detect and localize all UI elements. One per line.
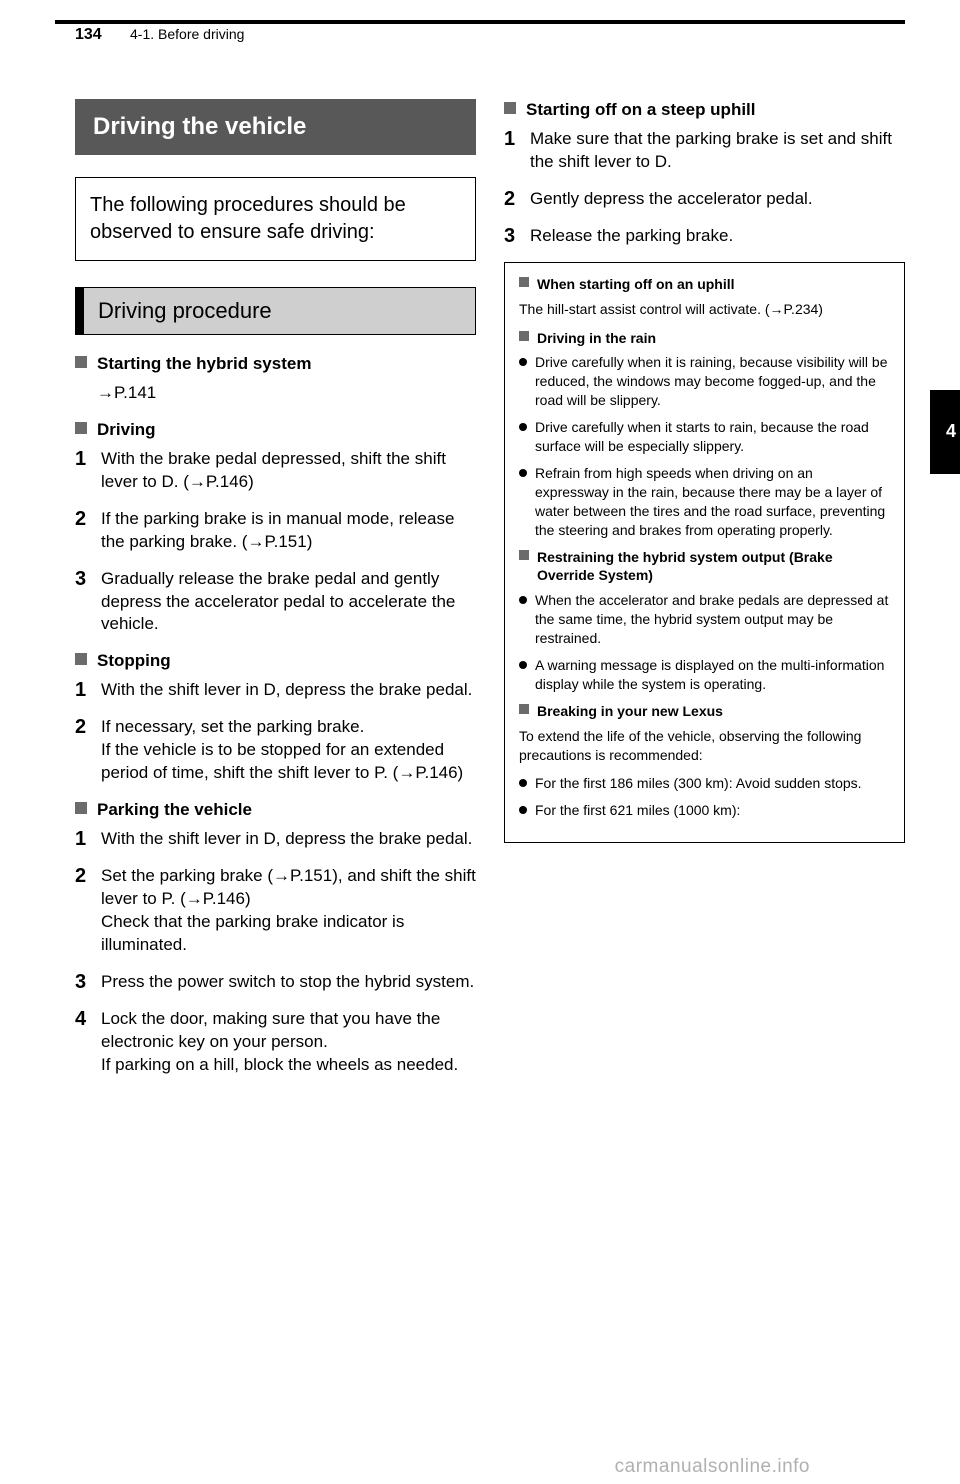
info-para: The hill-start assist control will activ… xyxy=(519,300,890,319)
page-number: 134 xyxy=(75,26,102,44)
info-para: To extend the life of the vehicle, obser… xyxy=(519,727,890,765)
left-column: Driving the vehicle The following proced… xyxy=(75,99,476,1091)
bullet-icon xyxy=(519,596,527,604)
bullet-text: For the first 186 miles (300 km): Avoid … xyxy=(535,774,862,793)
step-text: Set the parking brake (→P.151), and shif… xyxy=(101,865,476,957)
info-heading-restrain: Restraining the hybrid system output (Br… xyxy=(519,548,890,586)
step-drive-1: 1 With the brake pedal depressed, shift … xyxy=(75,448,476,494)
step-number: 3 xyxy=(75,568,91,637)
step-stop-2: 2 If necessary, set the parking brake. I… xyxy=(75,716,476,785)
subheading-start-hybrid: Starting the hybrid system xyxy=(75,353,476,376)
bullet-text: Drive carefully when it is raining, beca… xyxy=(535,353,890,410)
step-number: 2 xyxy=(75,508,91,554)
bullet-item: Drive carefully when it is raining, beca… xyxy=(519,353,890,410)
step-number: 1 xyxy=(504,128,520,174)
subheading-parking: Parking the vehicle xyxy=(75,799,476,822)
step-text: If necessary, set the parking brake. If … xyxy=(101,716,476,785)
info-box: When starting off on an uphill The hill-… xyxy=(504,262,905,843)
step-number: 1 xyxy=(75,828,91,851)
step-text: Release the parking brake. xyxy=(530,225,733,248)
bullet-item: A warning message is displayed on the mu… xyxy=(519,656,890,694)
step-text: Press the power switch to stop the hybri… xyxy=(101,971,474,994)
step-number: 2 xyxy=(75,716,91,785)
step-drive-3: 3 Gradually release the brake pedal and … xyxy=(75,568,476,637)
side-tab-number: 4 xyxy=(946,421,956,442)
page-title: Driving the vehicle xyxy=(75,99,476,155)
intro-box: The following procedures should be obser… xyxy=(75,177,476,261)
step-number: 3 xyxy=(75,971,91,994)
step-number: 1 xyxy=(75,448,91,494)
step-uphill-2: 2 Gently depress the accelerator pedal. xyxy=(504,188,905,211)
bullet-text: Drive carefully when it starts to rain, … xyxy=(535,418,890,456)
step-park-4: 4 Lock the door, making sure that you ha… xyxy=(75,1008,476,1077)
bullet-text: When the accelerator and brake pedals ar… xyxy=(535,591,890,648)
info-heading-rain: Driving in the rain xyxy=(519,329,890,348)
bullet-icon xyxy=(519,423,527,431)
bullet-item: Drive carefully when it starts to rain, … xyxy=(519,418,890,456)
step-text: Make sure that the parking brake is set … xyxy=(530,128,905,174)
info-heading-breakin: Breaking in your new Lexus xyxy=(519,702,890,721)
bullet-icon xyxy=(519,779,527,787)
step-number: 3 xyxy=(504,225,520,248)
bullet-text: Refrain from high speeds when driving on… xyxy=(535,464,890,540)
side-tab: 4 Driving xyxy=(930,390,960,474)
step-text: With the shift lever in D, depress the b… xyxy=(101,679,472,702)
bullet-icon xyxy=(519,806,527,814)
step-text: If the parking brake is in manual mode, … xyxy=(101,508,476,554)
step-text: With the brake pedal depressed, shift th… xyxy=(101,448,476,494)
xref-start-hybrid: →P.141 xyxy=(75,382,476,405)
bullet-item: Refrain from high speeds when driving on… xyxy=(519,464,890,540)
watermark: carmanualsonline.info xyxy=(615,1456,810,1478)
bullet-item: For the first 186 miles (300 km): Avoid … xyxy=(519,774,890,793)
step-number: 1 xyxy=(75,679,91,702)
info-heading-uphill: When starting off on an uphill xyxy=(519,275,890,294)
bullet-item: For the first 621 miles (1000 km): xyxy=(519,801,890,820)
step-number: 4 xyxy=(75,1008,91,1077)
step-stop-1: 1 With the shift lever in D, depress the… xyxy=(75,679,476,702)
step-number: 2 xyxy=(75,865,91,957)
side-tab-label: Driving xyxy=(914,410,930,454)
step-park-3: 3 Press the power switch to stop the hyb… xyxy=(75,971,476,994)
step-park-1: 1 With the shift lever in D, depress the… xyxy=(75,828,476,851)
chapter-title: 4-1. Before driving xyxy=(130,26,244,42)
bullet-item: When the accelerator and brake pedals ar… xyxy=(519,591,890,648)
bullet-text: For the first 621 miles (1000 km): xyxy=(535,801,740,820)
bullet-icon xyxy=(519,358,527,366)
bullet-icon xyxy=(519,661,527,669)
bullet-icon xyxy=(519,469,527,477)
right-column: Starting off on a steep uphill 1 Make su… xyxy=(504,99,905,1091)
step-drive-2: 2 If the parking brake is in manual mode… xyxy=(75,508,476,554)
step-text: With the shift lever in D, depress the b… xyxy=(101,828,472,851)
step-uphill-3: 3 Release the parking brake. xyxy=(504,225,905,248)
step-text: Lock the door, making sure that you have… xyxy=(101,1008,476,1077)
subheading-uphill: Starting off on a steep uphill xyxy=(504,99,905,122)
subheading-driving: Driving xyxy=(75,419,476,442)
step-text: Gently depress the accelerator pedal. xyxy=(530,188,813,211)
step-uphill-1: 1 Make sure that the parking brake is se… xyxy=(504,128,905,174)
section-heading: Driving procedure xyxy=(75,287,476,335)
subheading-stopping: Stopping xyxy=(75,650,476,673)
bullet-text: A warning message is displayed on the mu… xyxy=(535,656,890,694)
step-number: 2 xyxy=(504,188,520,211)
step-park-2: 2 Set the parking brake (→P.151), and sh… xyxy=(75,865,476,957)
step-text: Gradually release the brake pedal and ge… xyxy=(101,568,476,637)
